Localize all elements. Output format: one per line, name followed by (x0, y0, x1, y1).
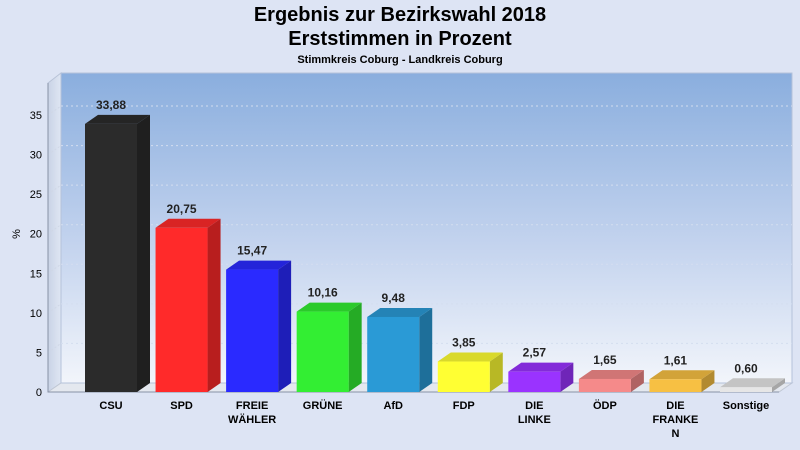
bar-top (296, 302, 362, 312)
bar-value-label: 9,48 (382, 291, 406, 305)
bar-top (437, 352, 503, 362)
x-tick-label: DIE FRANKE N (653, 400, 699, 440)
bar-value-label: 15,47 (237, 244, 267, 258)
bar-top (226, 260, 292, 270)
bar-side (419, 307, 433, 392)
bar-front (226, 269, 279, 392)
y-tick-label: 5 (36, 347, 42, 359)
bar-side (701, 370, 715, 392)
x-tick-label: CSU (99, 400, 122, 412)
y-tick-label: 10 (30, 308, 42, 320)
x-tick-label: SPD (170, 400, 193, 412)
y-tick-label: 30 (30, 150, 42, 162)
bar-value-label: 33,88 (96, 98, 126, 112)
bar-value-label: 2,57 (523, 346, 547, 360)
y-tick-label: 20 (30, 229, 42, 241)
bar-value-label: 1,65 (593, 353, 617, 367)
bar-side (630, 369, 644, 392)
x-tick-label: Sonstige (723, 400, 769, 412)
y-tick-label: 15 (30, 268, 42, 280)
x-tick-label: GRÜNE (303, 399, 343, 412)
bar-front (437, 361, 490, 392)
x-tick-label: ÖDP (593, 399, 617, 412)
bar-front (155, 227, 208, 392)
gridline-side (47, 303, 62, 314)
bar-side (560, 362, 574, 392)
y-axis-label: % (11, 229, 23, 239)
bar-value-label: 10,16 (308, 286, 338, 300)
bar-front (720, 387, 772, 392)
plot-side-wall (47, 71, 62, 393)
bar-top (85, 114, 150, 124)
bar-side (772, 378, 785, 392)
bar-top (578, 369, 644, 379)
bar (578, 369, 644, 392)
bar (508, 362, 574, 392)
bar-value-label: 3,85 (452, 336, 476, 350)
gridline-side (47, 105, 62, 116)
bar-front (296, 311, 349, 392)
bar (367, 307, 433, 392)
chart-title-line2: Erststimmen in Prozent (288, 28, 512, 50)
bar-front (85, 123, 137, 392)
y-tick-label: 25 (30, 189, 42, 201)
gridline-side (47, 343, 62, 353)
bar (296, 302, 362, 392)
bar (155, 218, 221, 392)
bar-top (720, 378, 785, 388)
bar-top (508, 362, 574, 372)
bar (649, 370, 715, 392)
y-tick-label: 0 (36, 387, 42, 399)
bar-front (367, 316, 420, 392)
bar (720, 378, 785, 392)
bar-side (278, 260, 292, 392)
y-tick-label: 35 (30, 110, 42, 122)
bar-value-label: 20,75 (167, 202, 197, 216)
gridline-side (47, 263, 62, 274)
bar-top (649, 370, 715, 380)
gridline-side (47, 145, 62, 155)
chart-subtitle: Stimmkreis Coburg - Landkreis Coburg (297, 54, 503, 66)
x-tick-label: FREIE WÄHLER (228, 400, 276, 426)
x-tick-label: AfD (383, 400, 403, 412)
bar-top (367, 307, 433, 317)
bar-value-label: 1,61 (664, 353, 688, 367)
bar-front (508, 371, 561, 392)
bar-side (348, 302, 362, 392)
bar-side (489, 352, 503, 392)
chart-title-line1: Ergebnis zur Bezirkswahl 2018 (253, 4, 547, 26)
x-tick-label: DIE LINKE (518, 400, 551, 426)
bar (85, 114, 150, 392)
bar-side (137, 114, 150, 392)
bar (437, 352, 503, 392)
bar-side (207, 218, 221, 392)
x-tick-label: FDP (453, 400, 475, 412)
gridline-side (47, 224, 62, 235)
bar (226, 260, 292, 392)
bar-front (578, 378, 631, 392)
gridline-side (47, 184, 62, 195)
bar-top (155, 218, 221, 228)
bar-value-label: 0,60 (734, 361, 758, 375)
bar-front (649, 379, 702, 392)
